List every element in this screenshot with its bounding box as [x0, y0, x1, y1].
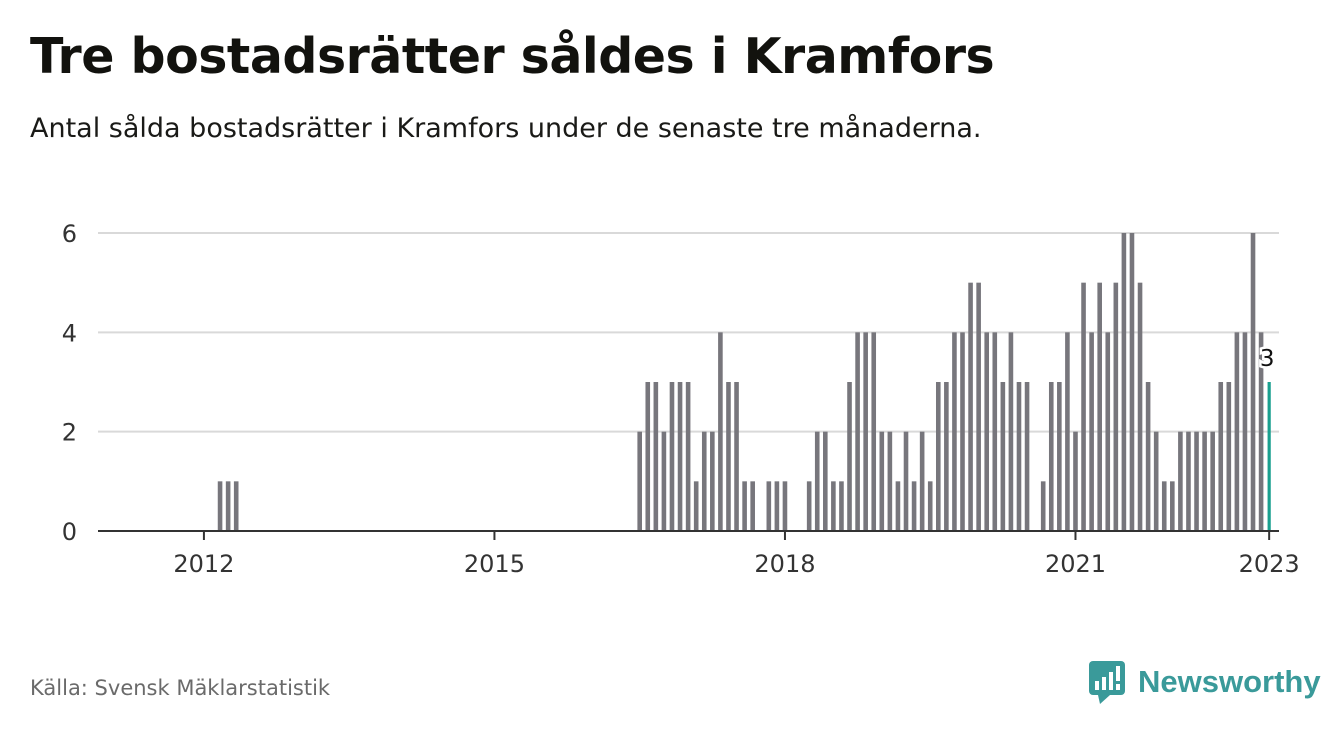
bar: [661, 431, 667, 531]
highlight-value-label: 3: [1260, 346, 1275, 372]
bar: [976, 282, 981, 531]
bar: [1008, 332, 1014, 531]
bar: [1024, 382, 1030, 531]
bar: [1089, 332, 1094, 531]
bar: [847, 382, 852, 531]
bar: [1057, 382, 1062, 531]
bar: [637, 431, 642, 531]
chart-subtitle: Antal sålda bostadsrätter i Kramfors und…: [30, 113, 982, 144]
bar: [677, 382, 683, 531]
bar: [1040, 481, 1046, 531]
bar: [935, 382, 941, 531]
bar: [960, 332, 965, 531]
bar: [1105, 332, 1111, 531]
bar: [1186, 431, 1191, 531]
bar: [903, 431, 909, 531]
bar: [1234, 332, 1240, 531]
bar: [734, 382, 739, 531]
bar: [782, 481, 788, 531]
bar: [871, 332, 877, 531]
bar: [855, 332, 860, 531]
bar: [225, 481, 231, 531]
bar: [1242, 332, 1248, 531]
bar: [1250, 233, 1256, 531]
bar: [984, 332, 990, 531]
bar: [701, 431, 707, 531]
bar: [645, 382, 651, 531]
bar: [887, 431, 893, 531]
bar: [1218, 382, 1224, 531]
bar: [831, 481, 836, 531]
bar: [1145, 382, 1151, 531]
bar: [952, 332, 957, 531]
bar: [1121, 233, 1127, 531]
bar: [1170, 481, 1175, 531]
bar: [1226, 382, 1232, 531]
bar-chart: 0 2 4 6 3 2012 2015 2018 2021 2023: [62, 220, 1300, 578]
bar: [895, 481, 901, 531]
bar: [742, 481, 747, 531]
bar: [718, 332, 723, 531]
bar: [766, 481, 772, 531]
bar: [685, 382, 691, 531]
bar: [750, 481, 755, 531]
bar: [944, 382, 949, 531]
bar: [927, 481, 933, 531]
bar: [1137, 282, 1143, 531]
bar: [1097, 282, 1102, 531]
x-tick-label: 2015: [464, 550, 525, 578]
bar: [992, 332, 998, 531]
y-tick-label: 2: [62, 419, 77, 447]
bar: [1073, 431, 1078, 531]
bar: [879, 431, 885, 531]
x-tick-label: 2012: [173, 550, 234, 578]
bar: [823, 431, 828, 531]
newsworthy-logo[interactable]: Newsworthy: [1088, 660, 1321, 704]
bar: [1129, 233, 1135, 531]
bar: [814, 431, 820, 531]
bar: [806, 481, 812, 531]
bar: [1210, 431, 1215, 531]
bar: [726, 382, 731, 531]
bar: [1000, 382, 1006, 531]
bar: [1065, 332, 1070, 531]
x-tick-label: 2021: [1045, 550, 1106, 578]
newsworthy-logo-icon: [1089, 661, 1125, 704]
bar: [1258, 332, 1264, 531]
bar: [1161, 481, 1167, 531]
brand-name: Newsworthy: [1138, 664, 1321, 699]
bar: [839, 481, 844, 531]
y-tick-label: 0: [62, 518, 77, 546]
x-tick-label: 2023: [1239, 550, 1300, 578]
chart-title: Tre bostadsrätter såldes i Kramfors: [30, 28, 995, 85]
y-tick-label: 4: [62, 319, 77, 347]
bar: [968, 282, 973, 531]
bar: [1153, 431, 1159, 531]
highlight-bar: [1267, 382, 1271, 531]
bar: [1113, 282, 1119, 531]
bar: [217, 481, 223, 531]
source-note: Källa: Svensk Mäklarstatistik: [30, 676, 331, 700]
bar: [693, 481, 699, 531]
bar: [911, 481, 917, 531]
bar: [1016, 382, 1022, 531]
y-tick-label: 6: [62, 220, 77, 248]
bar: [710, 431, 715, 531]
bar: [1202, 431, 1207, 531]
bar: [919, 431, 925, 531]
x-tick-label: 2018: [754, 550, 815, 578]
bar: [1048, 382, 1054, 531]
bar: [774, 481, 780, 531]
bar: [1081, 282, 1086, 531]
bar: [233, 481, 239, 531]
bar: [1194, 431, 1199, 531]
bar: [863, 332, 868, 531]
bar: [1178, 431, 1183, 531]
bar: [669, 382, 675, 531]
bar: [653, 382, 659, 531]
